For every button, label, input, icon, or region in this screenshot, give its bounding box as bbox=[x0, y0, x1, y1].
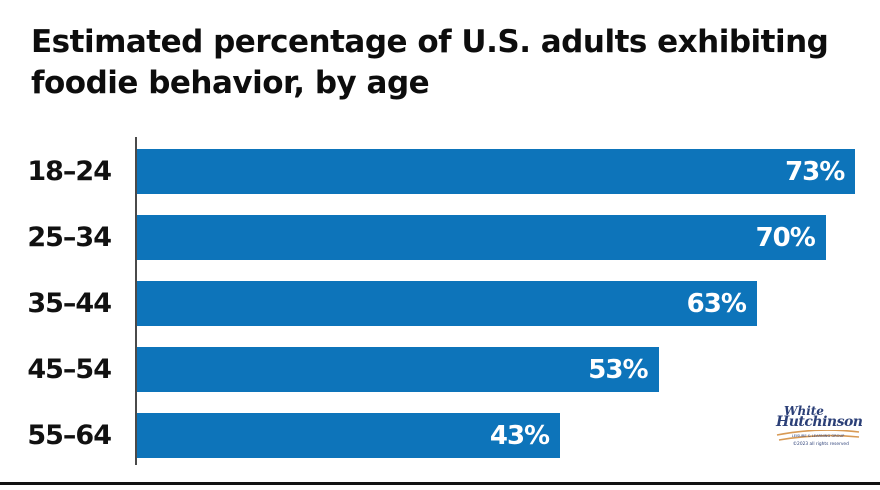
chart-title-line-1: Estimated percentage of U.S. adults exhi… bbox=[31, 24, 829, 60]
bar-18-24: 73% bbox=[137, 149, 856, 194]
bar-row: 25–34 70% bbox=[0, 215, 880, 260]
bar-track: 73% bbox=[137, 149, 880, 194]
bar-45-54: 53% bbox=[137, 347, 659, 392]
bar-row: 18–24 73% bbox=[0, 149, 880, 194]
value-label: 73% bbox=[785, 156, 845, 187]
bar-row: 35–44 63% bbox=[0, 281, 880, 326]
chart-title: Estimated percentage of U.S. adults exhi… bbox=[31, 22, 829, 104]
bar-35-44: 63% bbox=[137, 281, 757, 326]
bottom-divider-line bbox=[0, 482, 880, 485]
bar-55-64: 43% bbox=[137, 413, 561, 458]
category-label: 45–54 bbox=[27, 354, 112, 385]
chart-title-line-2: foodie behavior, by age bbox=[31, 65, 430, 101]
bar-track: 53% bbox=[137, 347, 880, 392]
category-label: 25–34 bbox=[27, 222, 112, 253]
logo-name-line-1: White bbox=[784, 404, 824, 418]
value-label: 63% bbox=[686, 288, 747, 319]
category-label: 35–44 bbox=[27, 288, 112, 319]
category-label: 18–24 bbox=[27, 156, 112, 187]
y-axis-line bbox=[135, 137, 137, 465]
bar-track: 70% bbox=[137, 215, 880, 260]
logo-name-line-2: Hutchinson bbox=[776, 414, 863, 430]
value-label: 70% bbox=[755, 222, 816, 253]
bar-track: 43% bbox=[137, 413, 880, 458]
bar-row: 55–64 43% bbox=[0, 413, 880, 458]
value-label: 53% bbox=[588, 354, 648, 385]
category-label: 55–64 bbox=[27, 420, 112, 451]
value-label: 43% bbox=[489, 420, 550, 451]
logo-copyright: ©2023 all rights reserved bbox=[792, 441, 849, 447]
bar-row: 45–54 53% bbox=[0, 347, 880, 392]
logo-swoosh-icon: LEISURE & LEARNING GROUP bbox=[776, 430, 860, 441]
bar-track: 63% bbox=[137, 281, 880, 326]
bar-25-34: 70% bbox=[137, 215, 826, 260]
bar-chart: 18–24 73% 25–34 70% 35–44 63% bbox=[0, 137, 880, 467]
white-hutchinson-logo: White Hutchinson LEISURE & LEARNING GROU… bbox=[776, 405, 864, 449]
bar-rows: 18–24 73% 25–34 70% 35–44 63% bbox=[0, 149, 880, 458]
svg-text:LEISURE & LEARNING GROUP: LEISURE & LEARNING GROUP bbox=[792, 434, 845, 438]
